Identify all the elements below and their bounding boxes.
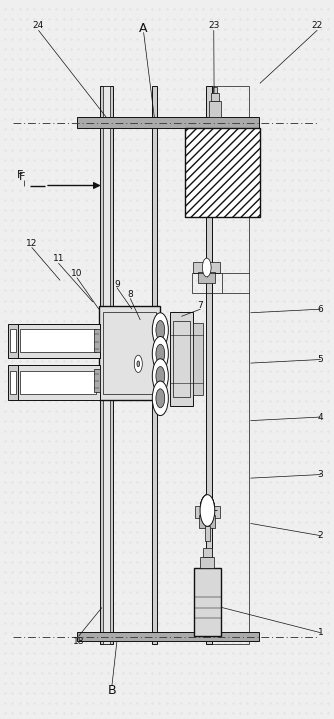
Bar bbox=[192, 273, 222, 293]
Text: F: F bbox=[17, 170, 23, 180]
Bar bbox=[213, 87, 217, 93]
Bar bbox=[8, 324, 18, 358]
Text: 5: 5 bbox=[318, 355, 324, 364]
Bar bbox=[99, 306, 160, 400]
Text: 8: 8 bbox=[127, 290, 133, 299]
Bar bbox=[20, 329, 96, 352]
Bar bbox=[212, 86, 249, 644]
Bar bbox=[152, 86, 157, 644]
Circle shape bbox=[200, 495, 215, 526]
Text: 4: 4 bbox=[318, 413, 323, 421]
Text: 12: 12 bbox=[26, 239, 37, 247]
Text: 11: 11 bbox=[53, 255, 64, 263]
Circle shape bbox=[152, 381, 168, 416]
Bar bbox=[103, 86, 110, 644]
Circle shape bbox=[152, 336, 168, 371]
Bar bbox=[203, 548, 212, 557]
Bar bbox=[185, 128, 260, 217]
Circle shape bbox=[202, 258, 211, 277]
Text: A: A bbox=[139, 22, 148, 35]
Bar bbox=[100, 86, 113, 644]
Bar bbox=[94, 329, 100, 352]
Bar bbox=[185, 128, 260, 217]
Circle shape bbox=[134, 355, 142, 372]
Text: 7: 7 bbox=[197, 301, 203, 310]
Circle shape bbox=[156, 344, 165, 363]
Text: 18: 18 bbox=[73, 637, 84, 646]
Circle shape bbox=[152, 313, 168, 347]
Bar bbox=[10, 329, 16, 352]
Bar bbox=[209, 101, 221, 117]
Bar bbox=[77, 117, 259, 128]
Circle shape bbox=[156, 321, 165, 339]
Bar bbox=[200, 557, 214, 568]
Bar bbox=[173, 321, 190, 397]
Bar bbox=[17, 324, 100, 358]
Bar bbox=[17, 365, 100, 400]
Text: 22: 22 bbox=[312, 21, 323, 29]
Bar bbox=[211, 93, 219, 101]
Bar bbox=[194, 568, 221, 636]
Text: 10: 10 bbox=[71, 269, 82, 278]
Text: 23: 23 bbox=[208, 21, 219, 29]
Bar bbox=[10, 371, 16, 394]
Bar bbox=[193, 323, 203, 395]
Bar bbox=[77, 632, 259, 641]
Bar bbox=[206, 86, 212, 644]
Text: F: F bbox=[18, 172, 25, 182]
Bar bbox=[205, 526, 210, 541]
Text: 6: 6 bbox=[318, 305, 324, 313]
Text: 9: 9 bbox=[114, 280, 120, 288]
Text: 2: 2 bbox=[318, 531, 323, 540]
Bar bbox=[17, 324, 100, 358]
Text: 1: 1 bbox=[318, 628, 324, 637]
Circle shape bbox=[137, 361, 140, 367]
Bar bbox=[103, 312, 156, 394]
Bar bbox=[170, 312, 193, 406]
Bar bbox=[195, 506, 220, 518]
Bar bbox=[198, 272, 215, 283]
Bar bbox=[94, 369, 100, 392]
Bar bbox=[199, 515, 215, 528]
Text: B: B bbox=[108, 684, 116, 697]
Text: 24: 24 bbox=[33, 21, 44, 29]
Circle shape bbox=[156, 389, 165, 408]
Text: 3: 3 bbox=[318, 470, 324, 479]
Circle shape bbox=[152, 359, 168, 393]
Circle shape bbox=[156, 367, 165, 385]
Bar bbox=[8, 365, 18, 400]
Bar bbox=[193, 262, 220, 273]
Bar bbox=[20, 371, 96, 394]
